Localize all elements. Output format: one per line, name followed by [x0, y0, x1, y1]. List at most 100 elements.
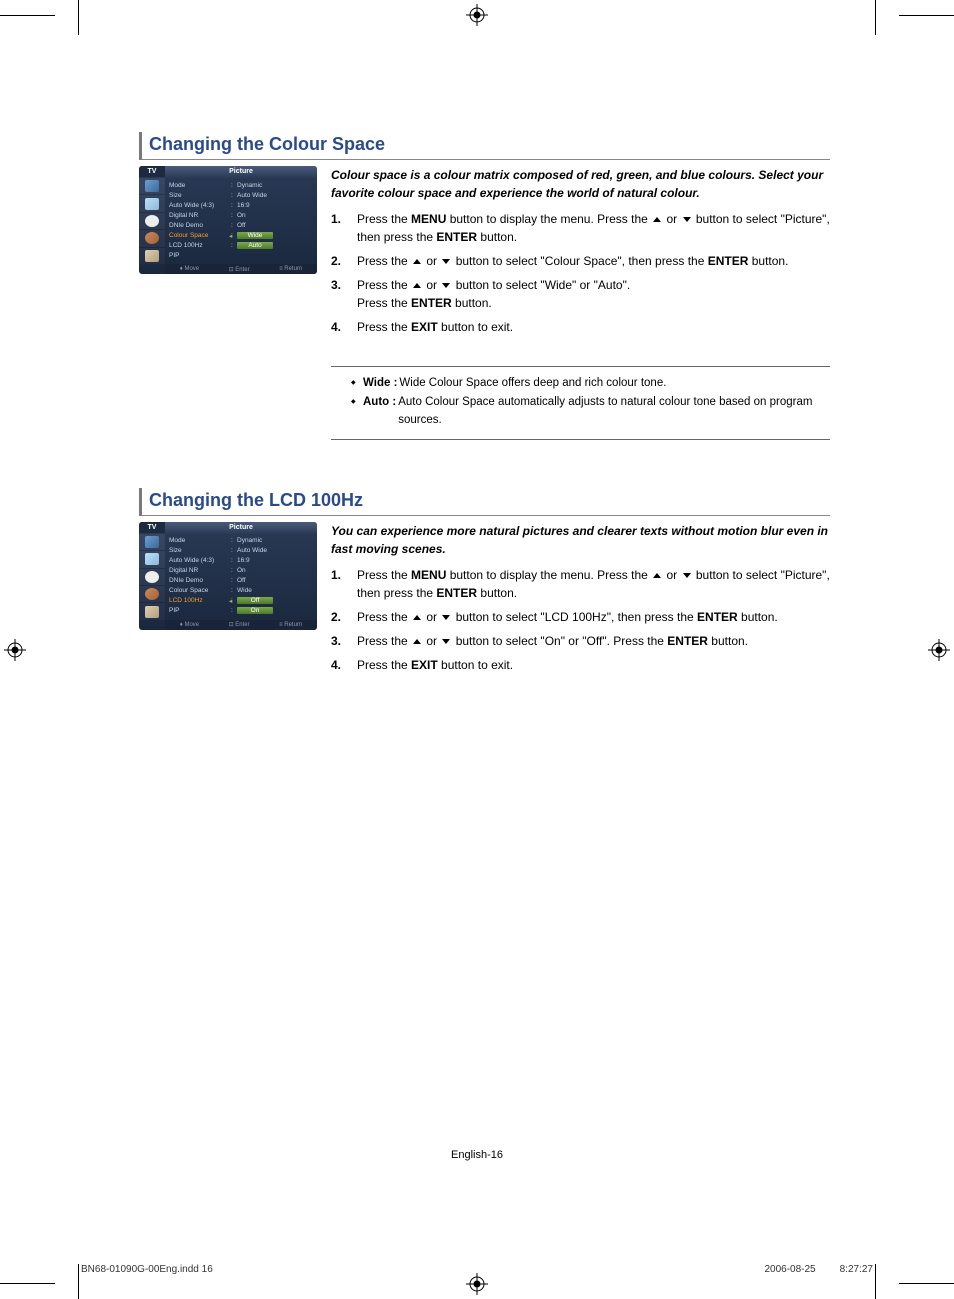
tv-label: TV — [139, 522, 165, 533]
setup-icon — [139, 585, 165, 602]
menu-row: Size:Auto Wide — [169, 190, 313, 200]
diamond-icon — [351, 375, 363, 392]
step-number: 1. — [331, 566, 357, 602]
footer-filename: BN68-01090G-00Eng.indd 16 — [81, 1264, 764, 1275]
up-arrow-icon — [413, 283, 421, 288]
step-number: 3. — [331, 276, 357, 312]
return-label: ≡ Return — [279, 622, 302, 628]
picture-icon — [139, 533, 165, 550]
menu-row: Auto Wide (4:3):16:9 — [169, 200, 313, 210]
intro-text: Colour space is a colour matrix composed… — [331, 166, 830, 202]
tv-label: TV — [139, 166, 165, 177]
move-label: ♦ Move — [180, 622, 199, 628]
down-arrow-icon — [442, 283, 450, 288]
down-arrow-icon — [442, 259, 450, 264]
menu-rows: Mode:DynamicSize:Auto WideAuto Wide (4:3… — [169, 180, 313, 262]
footer-time: 8:27:27 — [840, 1264, 873, 1275]
menu-screenshot: TV Picture Mode:DynamicSize:Auto WideAut… — [139, 166, 317, 274]
enter-label: ⊡ Enter — [229, 621, 250, 628]
down-arrow-icon — [442, 615, 450, 620]
up-arrow-icon — [653, 573, 661, 578]
step-text: Press the or button to select "Colour Sp… — [357, 252, 830, 270]
input-icon — [139, 247, 165, 264]
step-number: 2. — [331, 608, 357, 626]
menu-row: PIP:On — [169, 606, 313, 616]
menu-row: Size:Auto Wide — [169, 546, 313, 556]
step-text: Press the MENU button to display the men… — [357, 566, 830, 602]
page: Changing the Colour Space TV Picture Mod… — [79, 16, 875, 1283]
step: 4. Press the EXIT button to exit. — [331, 318, 830, 336]
content-area: Changing the Colour Space TV Picture Mod… — [139, 134, 830, 730]
step-text: Press the or button to select "LCD 100Hz… — [357, 608, 830, 626]
setup-icon — [139, 229, 165, 246]
section-title: Changing the LCD 100Hz — [139, 490, 830, 516]
step-text: Press the EXIT button to exit. — [357, 656, 830, 674]
menu-row: Mode:Dynamic — [169, 536, 313, 546]
step-number: 1. — [331, 210, 357, 246]
step-text: Press the or button to select "On" or "O… — [357, 632, 830, 650]
step: 2. Press the or button to select "Colour… — [331, 252, 830, 270]
note-text: Auto Colour Space automatically adjusts … — [398, 394, 822, 429]
step: 3. Press the or button to select "Wide" … — [331, 276, 830, 312]
menu-header: Picture — [165, 166, 317, 178]
menu-row: Mode:Dynamic — [169, 180, 313, 190]
down-arrow-icon — [442, 639, 450, 644]
registration-mark-icon — [4, 639, 26, 661]
step: 3. Press the or button to select "On" or… — [331, 632, 830, 650]
channel-icon — [139, 212, 165, 229]
step-number: 4. — [331, 318, 357, 336]
text-column: You can experience more natural pictures… — [331, 522, 830, 680]
note-row: Auto : Auto Colour Space automatically a… — [351, 394, 822, 429]
menu-row: Colour Space:Wide — [169, 586, 313, 596]
note-label: Wide : — [363, 375, 397, 392]
menu-row: DNIe Demo:Off — [169, 220, 313, 230]
step: 1. Press the MENU button to display the … — [331, 210, 830, 246]
up-arrow-icon — [413, 639, 421, 644]
note-text: Wide Colour Space offers deep and rich c… — [399, 375, 822, 392]
crop-mark — [875, 1264, 876, 1299]
crop-mark — [899, 15, 954, 16]
step-number: 3. — [331, 632, 357, 650]
menu-row: LCD 100Hz:Auto — [169, 240, 313, 250]
menu-row: Colour Space:Wide — [169, 230, 313, 240]
input-icon — [139, 602, 165, 619]
crop-mark — [899, 1283, 954, 1284]
crop-mark — [875, 0, 876, 35]
step-text: Press the EXIT button to exit. — [357, 318, 830, 336]
channel-icon — [139, 568, 165, 585]
crop-mark — [0, 1283, 55, 1284]
note-label: Auto : — [363, 394, 396, 429]
menu-row: Digital NR:On — [169, 566, 313, 576]
menu-rows: Mode:DynamicSize:Auto WideAuto Wide (4:3… — [169, 536, 313, 618]
page-number-label: English-16 — [79, 1149, 875, 1161]
step-text: Press the MENU button to display the men… — [357, 210, 830, 246]
note-box: Wide : Wide Colour Space offers deep and… — [331, 366, 830, 440]
move-label: ♦ Move — [180, 266, 199, 272]
menu-row: Digital NR:On — [169, 210, 313, 220]
down-arrow-icon — [683, 573, 691, 578]
section-title: Changing the Colour Space — [139, 134, 830, 160]
section-body: TV Picture Mode:DynamicSize:Auto WideAut… — [139, 522, 830, 680]
menu-footer: ♦ Move ⊡ Enter ≡ Return — [165, 264, 317, 274]
step-number: 2. — [331, 252, 357, 270]
menu-sidebar: TV — [139, 166, 165, 264]
step: 1. Press the MENU button to display the … — [331, 566, 830, 602]
menu-header: Picture — [165, 522, 317, 534]
menu-row: PIP — [169, 250, 313, 260]
picture-icon — [139, 177, 165, 194]
diamond-icon — [351, 394, 363, 429]
footer-date: 2006-08-25 — [764, 1264, 815, 1275]
menu-row: LCD 100Hz:Off — [169, 596, 313, 606]
sound-icon — [139, 550, 165, 567]
doc-footer: BN68-01090G-00Eng.indd 16 2006-08-25 8:2… — [79, 1264, 875, 1275]
step: 2. Press the or button to select "LCD 10… — [331, 608, 830, 626]
menu-sidebar: TV — [139, 522, 165, 620]
note-row: Wide : Wide Colour Space offers deep and… — [351, 375, 822, 392]
menu-row: Auto Wide (4:3):16:9 — [169, 556, 313, 566]
sound-icon — [139, 194, 165, 211]
menu-screenshot: TV Picture Mode:DynamicSize:Auto WideAut… — [139, 522, 317, 630]
menu-row: DNIe Demo:Off — [169, 576, 313, 586]
down-arrow-icon — [683, 217, 691, 222]
step-text: Press the or button to select "Wide" or … — [357, 276, 830, 312]
registration-mark-icon — [928, 639, 950, 661]
